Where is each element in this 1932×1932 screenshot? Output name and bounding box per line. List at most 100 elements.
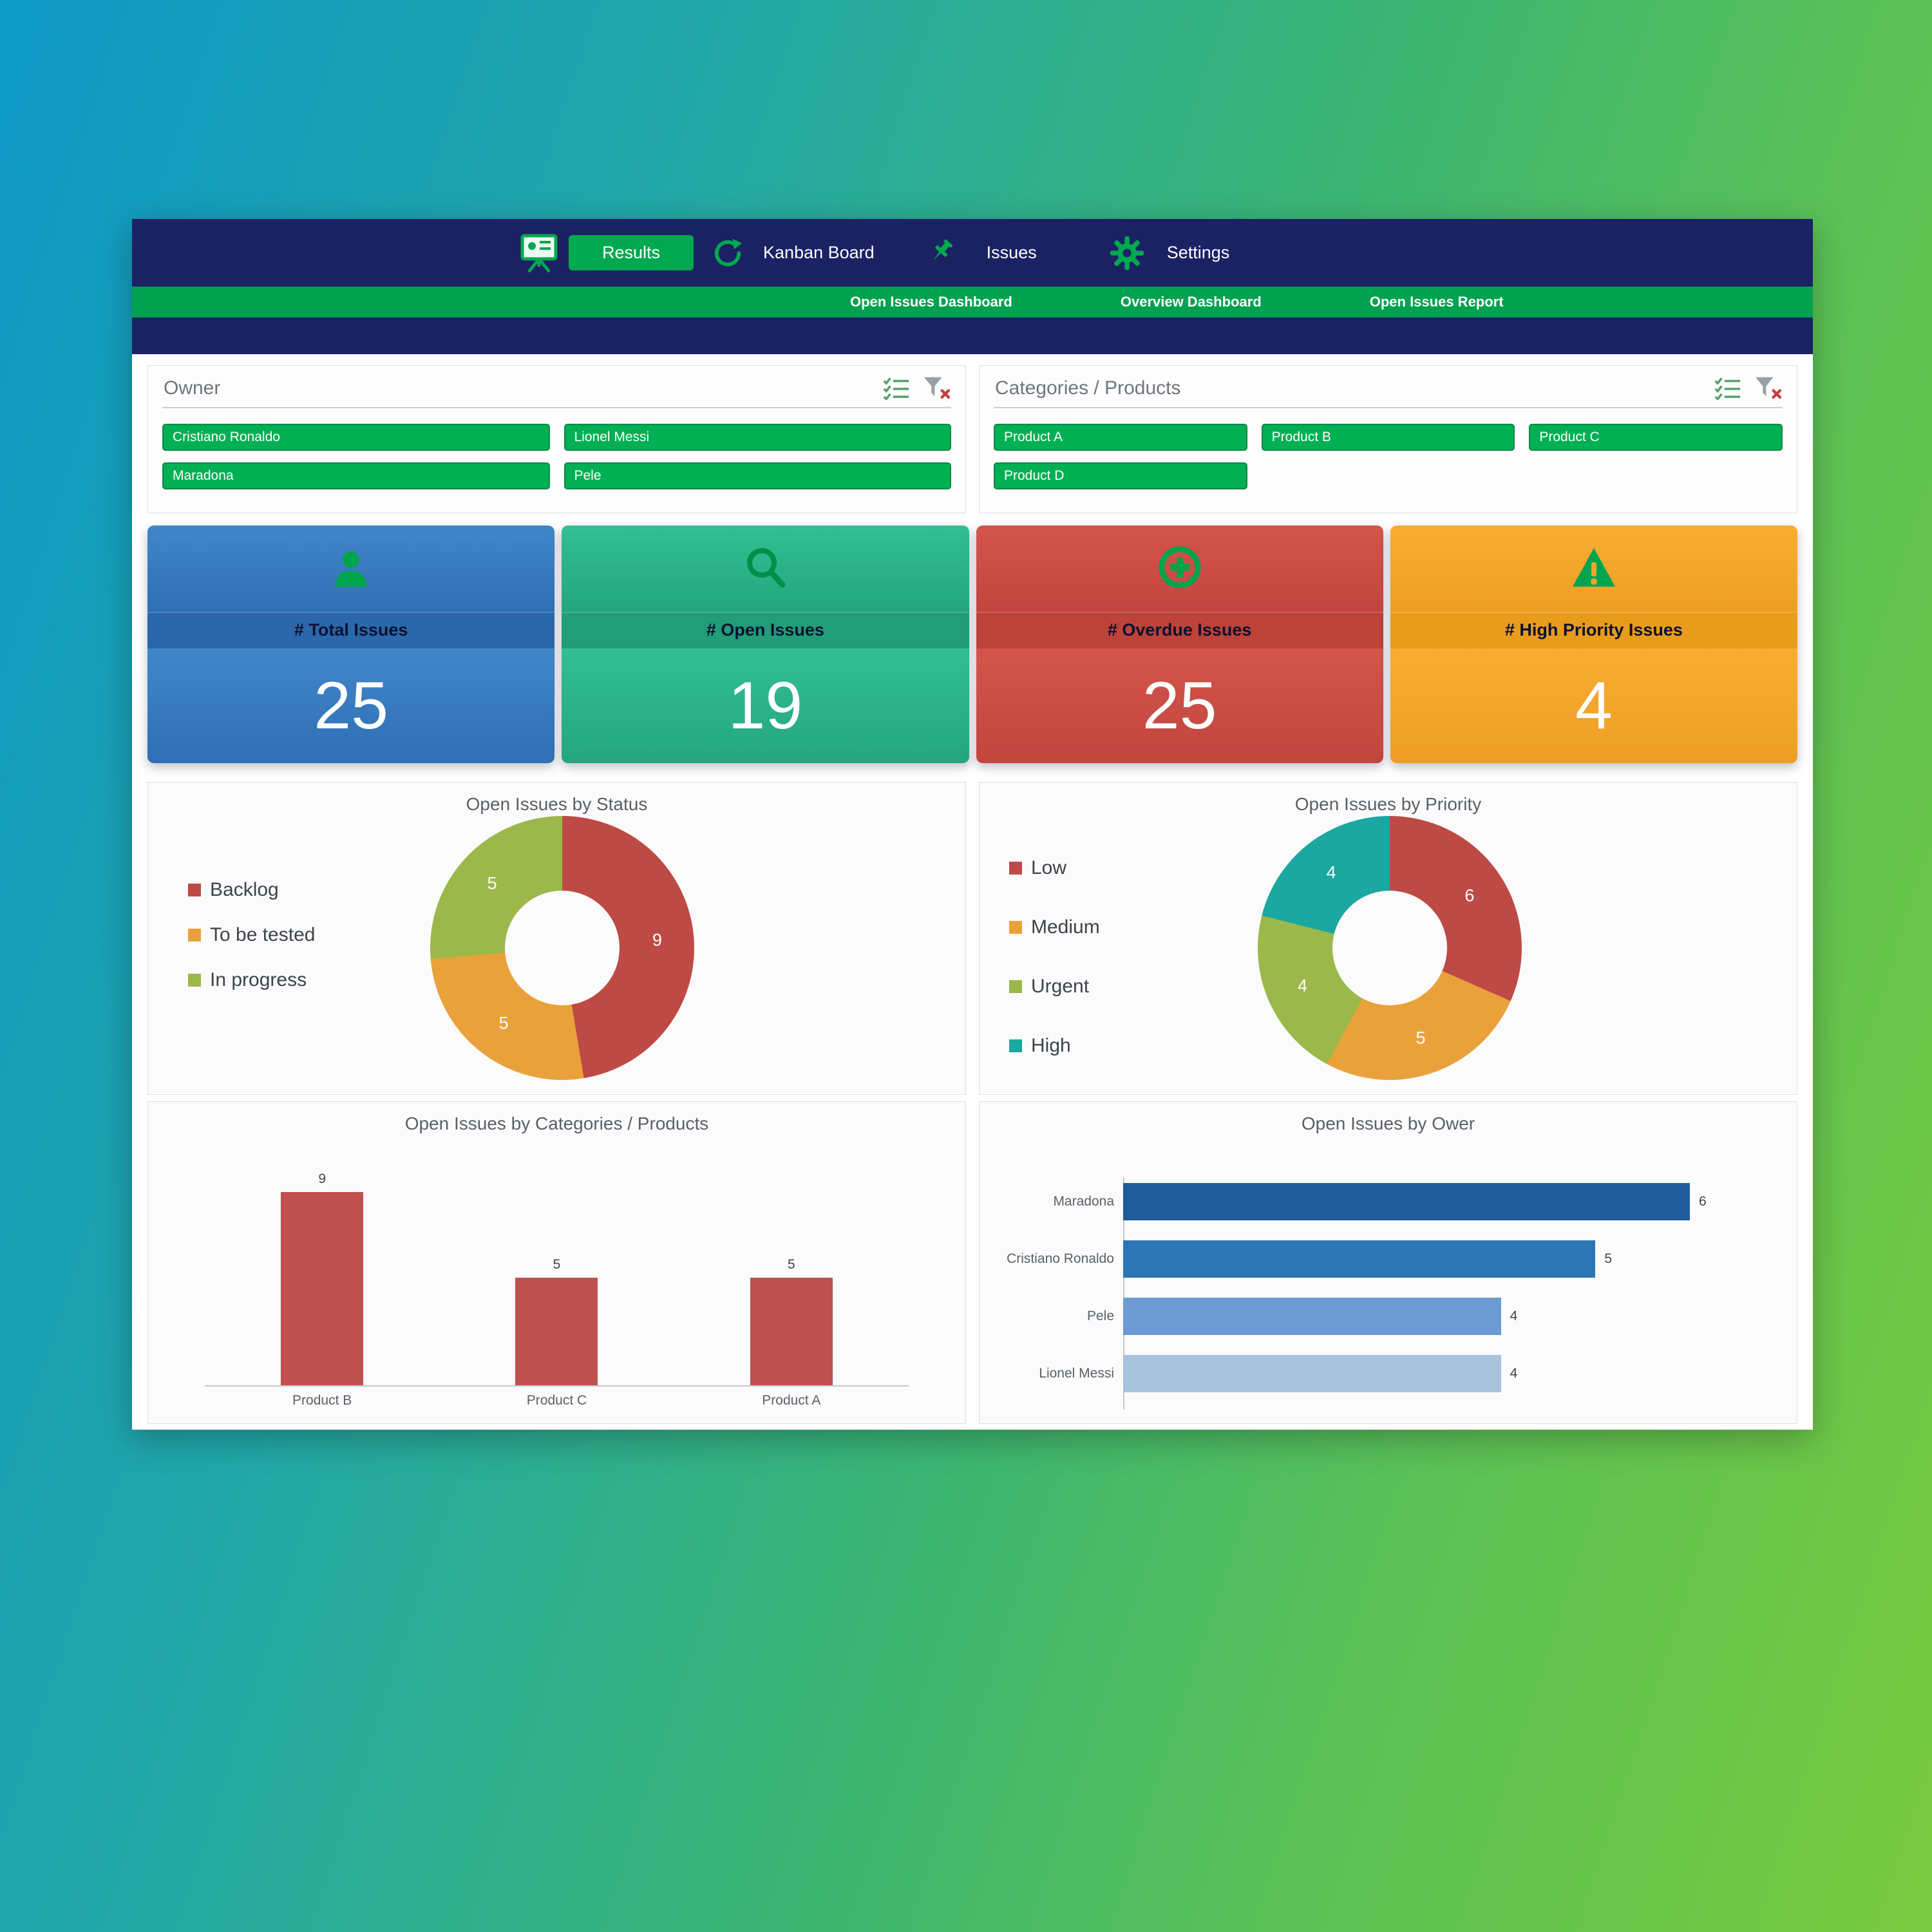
donut-segment-label: 5 bbox=[1416, 1028, 1426, 1048]
kpi-total-issues: # Total Issues 25 bbox=[147, 526, 555, 763]
legend-swatch bbox=[188, 974, 201, 987]
search-icon bbox=[743, 545, 788, 593]
slicer-title: Categories / Products bbox=[995, 377, 1181, 399]
donut-segment-label: 9 bbox=[652, 930, 662, 950]
slicer-button[interactable]: Cristiano Ronaldo bbox=[162, 424, 550, 451]
legend-label: Medium bbox=[1031, 916, 1100, 938]
sub-nav-bar: Open Issues Dashboard Overview Dashboard… bbox=[132, 287, 1813, 317]
slicer-button[interactable]: Product B bbox=[1261, 424, 1515, 451]
bar bbox=[1123, 1240, 1596, 1278]
link-overview-dashboard[interactable]: Overview Dashboard bbox=[1120, 294, 1262, 310]
category-label: Product B bbox=[292, 1393, 352, 1408]
legend-item: High bbox=[1009, 1035, 1100, 1057]
chart-title: Open Issues by Status bbox=[466, 794, 648, 814]
categories-slicer: Categories / Products bbox=[979, 365, 1797, 513]
legend-item: Low bbox=[1009, 857, 1100, 879]
slicer-button[interactable]: Pele bbox=[564, 462, 951, 489]
legend-swatch bbox=[188, 929, 201, 942]
refresh-icon[interactable] bbox=[712, 237, 744, 269]
category-label: Pele bbox=[1086, 1309, 1114, 1323]
bar-column: 5 Product A bbox=[749, 1257, 834, 1408]
legend-swatch bbox=[1009, 862, 1022, 875]
category-label: Maradona bbox=[1053, 1194, 1114, 1209]
kpi-overdue-issues: # Overdue Issues 25 bbox=[976, 526, 1383, 763]
tab-settings[interactable]: Settings bbox=[1166, 243, 1230, 262]
status-donut-chart: 9 5 5 bbox=[430, 816, 694, 1080]
person-icon bbox=[328, 545, 374, 592]
owner-bar-chart: Maradona 6 Cristiano Ronaldo 5 Pele 4 Lionel M… bbox=[980, 1183, 1777, 1412]
legend-swatch bbox=[1009, 921, 1022, 934]
category-label: Product A bbox=[762, 1393, 821, 1408]
bar bbox=[1123, 1183, 1690, 1220]
legend-label: Backlog bbox=[210, 879, 279, 900]
donut-segment-label: 5 bbox=[487, 873, 497, 893]
kpi-high-priority-issues: # High Priority Issues 4 bbox=[1390, 526, 1797, 763]
legend-item: Backlog bbox=[188, 879, 315, 901]
kpi-label: # Total Issues bbox=[147, 612, 555, 649]
kpi-label: # High Priority Issues bbox=[1390, 612, 1797, 649]
categories-slicer-items: Product A Product B Product C Product D bbox=[994, 424, 1783, 489]
owner-slicer-items: Cristiano Ronaldo Lionel Messi Maradona Pel… bbox=[162, 424, 951, 489]
legend-label: High bbox=[1031, 1035, 1071, 1056]
kpi-label: # Open Issues bbox=[562, 612, 969, 649]
legend-swatch bbox=[1009, 1039, 1022, 1052]
slicer-title: Owner bbox=[164, 377, 221, 399]
donut-hole bbox=[1332, 891, 1447, 1005]
legend-swatch bbox=[188, 884, 201, 896]
gear-icon bbox=[1109, 235, 1145, 271]
category-label: Lionel Messi bbox=[1039, 1366, 1114, 1381]
tab-issues[interactable]: Issues bbox=[986, 243, 1037, 262]
bar bbox=[1123, 1355, 1501, 1392]
legend-label: Urgent bbox=[1031, 976, 1090, 997]
bar-value-label: 5 bbox=[553, 1257, 561, 1273]
dashboard-window: Results Kanban Board Issues bbox=[132, 219, 1813, 1430]
slicer-button[interactable]: Lionel Messi bbox=[564, 424, 951, 451]
owner-bar-panel: Open Issues by Ower Maradona 6 Cristiano R… bbox=[979, 1101, 1797, 1424]
tab-results[interactable]: Results bbox=[569, 235, 694, 270]
slicer-button[interactable]: Maradona bbox=[162, 462, 550, 489]
bar-row: Pele 4 bbox=[980, 1298, 1777, 1335]
bar bbox=[515, 1278, 598, 1385]
bar-row: Lionel Messi 4 bbox=[980, 1355, 1777, 1392]
clear-filter-icon[interactable] bbox=[923, 376, 950, 401]
bar bbox=[1123, 1298, 1501, 1335]
slicer-button[interactable]: Product A bbox=[994, 424, 1247, 451]
donut-segment-label: 6 bbox=[1464, 886, 1475, 905]
kpi-label: # Overdue Issues bbox=[976, 612, 1383, 649]
bar-value-label: 4 bbox=[1510, 1366, 1518, 1381]
legend-item: Urgent bbox=[1009, 976, 1100, 998]
bar bbox=[281, 1192, 364, 1385]
clear-filter-icon[interactable] bbox=[1754, 376, 1781, 401]
kpi-value: 19 bbox=[562, 649, 969, 763]
tab-kanban-board[interactable]: Kanban Board bbox=[763, 243, 875, 262]
legend-item: In progress bbox=[188, 969, 315, 991]
kpi-value: 4 bbox=[1390, 649, 1797, 763]
owner-slicer: Owner bbox=[147, 365, 966, 513]
chart-title: Open Issues by Priority bbox=[1294, 794, 1482, 814]
slicer-button[interactable]: Product D bbox=[994, 462, 1247, 489]
legend-item: To be tested bbox=[188, 924, 315, 946]
multiselect-icon[interactable] bbox=[1714, 377, 1741, 400]
bar-column: 5 Product C bbox=[514, 1257, 599, 1408]
kpi-value: 25 bbox=[976, 649, 1383, 763]
priority-donut-panel: Open Issues by Priority Low Medium Urgent H… bbox=[979, 782, 1797, 1095]
donut-segment-label: 4 bbox=[1326, 862, 1336, 882]
donut-hole bbox=[505, 891, 620, 1005]
legend-item: Medium bbox=[1009, 916, 1100, 938]
bar-value-label: 9 bbox=[318, 1171, 326, 1186]
slicer-button[interactable]: Product C bbox=[1529, 424, 1783, 451]
link-open-issues-dashboard[interactable]: Open Issues Dashboard bbox=[850, 294, 1012, 310]
multiselect-icon[interactable] bbox=[883, 377, 910, 400]
presentation-icon bbox=[518, 233, 560, 273]
bar-row: Cristiano Ronaldo 5 bbox=[980, 1240, 1777, 1278]
plus-circle-icon bbox=[1156, 544, 1204, 594]
legend-label: Low bbox=[1031, 857, 1067, 878]
donut-segment-label: 5 bbox=[498, 1013, 509, 1033]
legend-swatch bbox=[1009, 980, 1022, 993]
y-axis-line bbox=[1123, 1178, 1124, 1410]
kpi-open-issues: # Open Issues 19 bbox=[562, 526, 969, 763]
bar-value-label: 6 bbox=[1699, 1194, 1707, 1209]
chart-title: Open Issues by Categories / Products bbox=[404, 1113, 709, 1133]
link-open-issues-report[interactable]: Open Issues Report bbox=[1369, 294, 1504, 310]
dashboard-content: Owner bbox=[132, 365, 1813, 1424]
